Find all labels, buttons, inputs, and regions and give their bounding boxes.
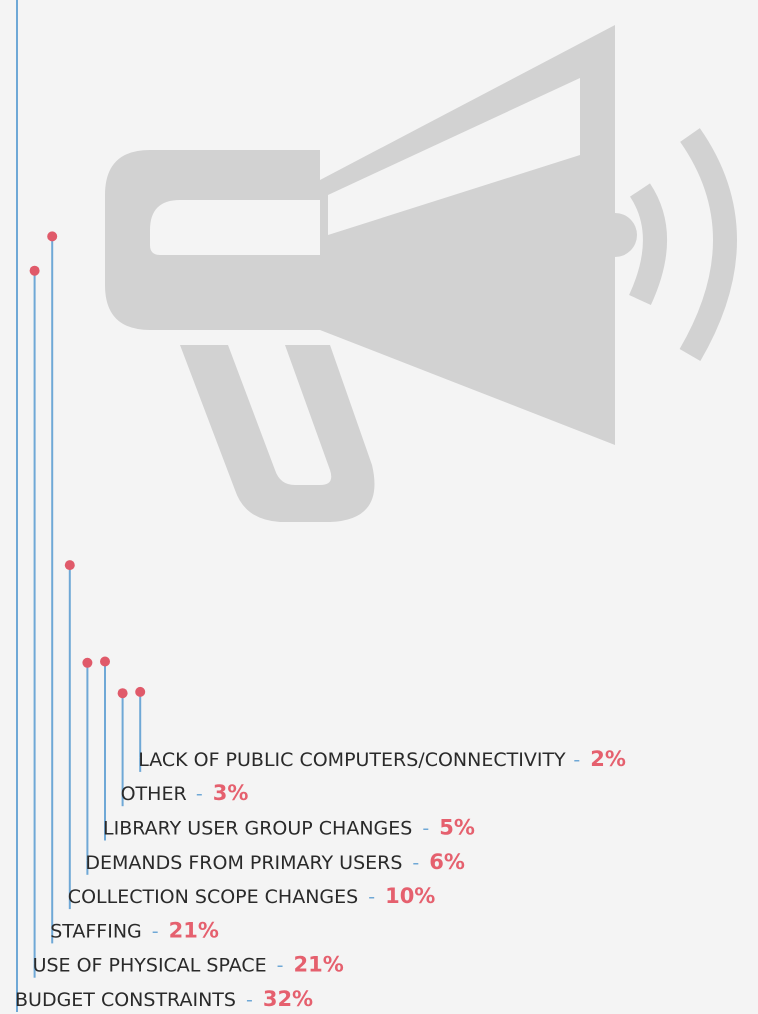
megaphone-icon <box>105 25 725 522</box>
value-label: 6% <box>429 850 465 874</box>
item-label: COLLECTION SCOPE CHANGES-10% <box>68 884 436 908</box>
separator: - <box>152 920 159 942</box>
separator: - <box>196 783 203 805</box>
dot <box>100 657 110 667</box>
separator: - <box>277 954 284 976</box>
dot <box>118 688 128 698</box>
category-label: DEMANDS FROM PRIMARY USERS <box>85 851 402 873</box>
value-label: 10% <box>385 884 435 908</box>
item-label: STAFFING-21% <box>50 918 219 942</box>
category-label: BUDGET CONSTRAINTS <box>15 989 236 1011</box>
separator: - <box>412 851 419 873</box>
item-label: USE OF PHYSICAL SPACE-21% <box>33 953 344 977</box>
value-label: 2% <box>590 747 626 771</box>
separator: - <box>422 817 429 839</box>
category-label: OTHER <box>121 783 187 805</box>
value-label: 21% <box>294 953 344 977</box>
dot <box>82 658 92 668</box>
chart: BUDGET CONSTRAINTS-32%USE OF PHYSICAL SP… <box>0 0 758 1014</box>
value-label: 32% <box>263 987 313 1011</box>
item-label: BUDGET CONSTRAINTS-32% <box>15 987 313 1011</box>
category-label: USE OF PHYSICAL SPACE <box>33 954 267 976</box>
item-label: DEMANDS FROM PRIMARY USERS-6% <box>85 850 465 874</box>
value-label: 21% <box>169 918 219 942</box>
separator: - <box>246 989 253 1011</box>
dot <box>65 560 75 570</box>
category-label: LIBRARY USER GROUP CHANGES <box>103 817 412 839</box>
item-label: OTHER-3% <box>121 781 249 805</box>
category-label: LACK OF PUBLIC COMPUTERS/CONNECTIVITY <box>138 748 566 770</box>
value-label: 3% <box>213 781 249 805</box>
item-label: LIBRARY USER GROUP CHANGES-5% <box>103 816 475 840</box>
category-label: STAFFING <box>50 920 142 942</box>
item-label: LACK OF PUBLIC COMPUTERS/CONNECTIVITY-2% <box>138 747 626 771</box>
dot <box>135 687 145 697</box>
category-label: COLLECTION SCOPE CHANGES <box>68 886 358 908</box>
value-label: 5% <box>439 816 475 840</box>
separator: - <box>368 886 375 908</box>
dot <box>30 266 40 276</box>
page: {"chart_data": {"type": "lollipop", "cat… <box>0 0 758 1014</box>
separator: - <box>573 748 580 770</box>
dot <box>47 231 57 241</box>
